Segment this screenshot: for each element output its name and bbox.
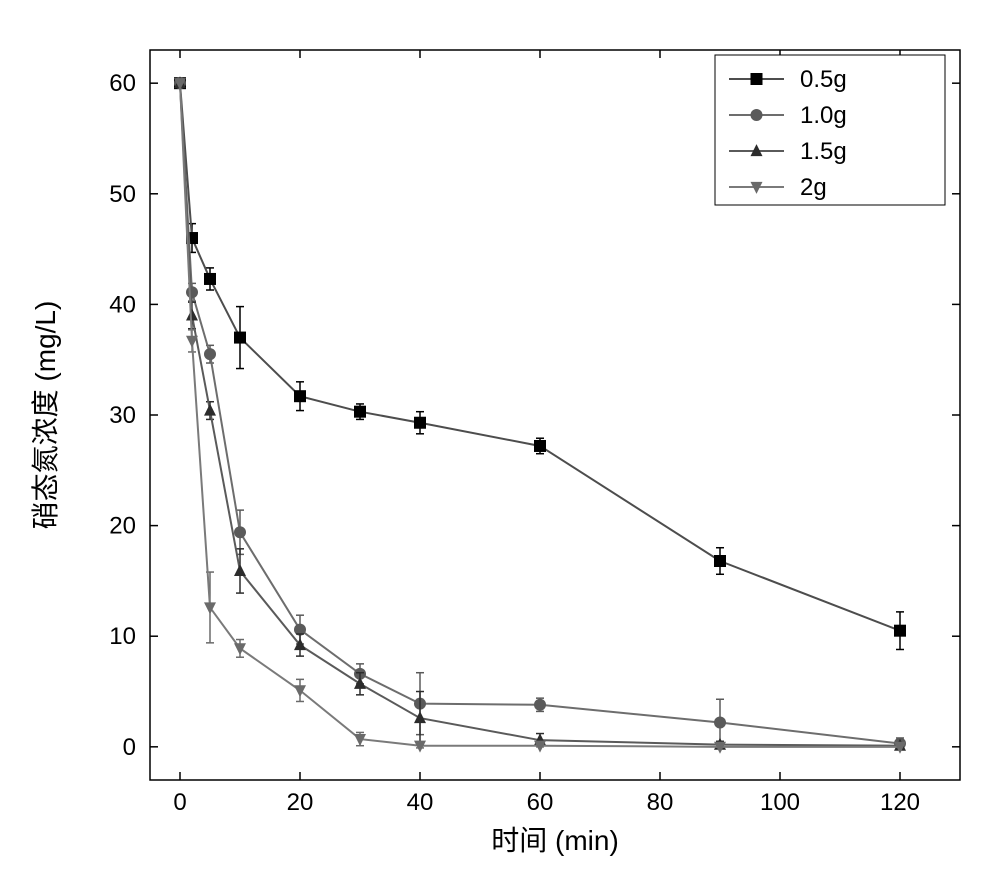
legend-label: 1.0g: [800, 102, 847, 129]
data-point: [534, 440, 546, 452]
data-point: [714, 716, 726, 728]
data-point: [894, 625, 906, 637]
x-tick-label: 20: [287, 789, 314, 816]
x-tick-label: 40: [407, 789, 434, 816]
chart-container: 0 20 40 60 80 100 120 0 10 20 30 40 50 60 时间 (min) 硝态氮浓…: [0, 0, 1000, 888]
y-tick-label: 20: [109, 513, 136, 540]
data-point: [294, 390, 306, 402]
x-axis-title: 时间 (min): [491, 825, 619, 856]
data-point: [234, 526, 246, 538]
legend-label: 0.5g: [800, 66, 847, 93]
data-point: [414, 417, 426, 429]
data-point: [234, 332, 246, 344]
y-tick-label: 50: [109, 181, 136, 208]
legend-label: 2g: [800, 174, 827, 201]
y-tick-label: 10: [109, 623, 136, 650]
data-point: [204, 273, 216, 285]
chart-svg: 0 20 40 60 80 100 120 0 10 20 30 40 50 60 时间 (min) 硝态氮浓…: [0, 0, 1000, 888]
y-tick-label: 0: [123, 734, 136, 761]
data-point: [204, 348, 216, 360]
legend-label: 1.5g: [800, 138, 847, 165]
y-tick-label: 40: [109, 291, 136, 318]
data-point: [714, 555, 726, 567]
legend-marker-icon: [751, 73, 763, 85]
x-tick-label: 0: [173, 789, 186, 816]
y-axis-title: 硝态氮浓度 (mg/L): [30, 301, 61, 530]
x-tick-label: 60: [527, 789, 554, 816]
x-tick-label: 100: [760, 789, 800, 816]
y-tick-label: 60: [109, 70, 136, 97]
y-tick-label: 30: [109, 402, 136, 429]
x-tick-label: 80: [647, 789, 674, 816]
x-tick-label: 120: [880, 789, 920, 816]
data-point: [354, 406, 366, 418]
legend-marker-icon: [751, 109, 763, 121]
data-point: [534, 699, 546, 711]
